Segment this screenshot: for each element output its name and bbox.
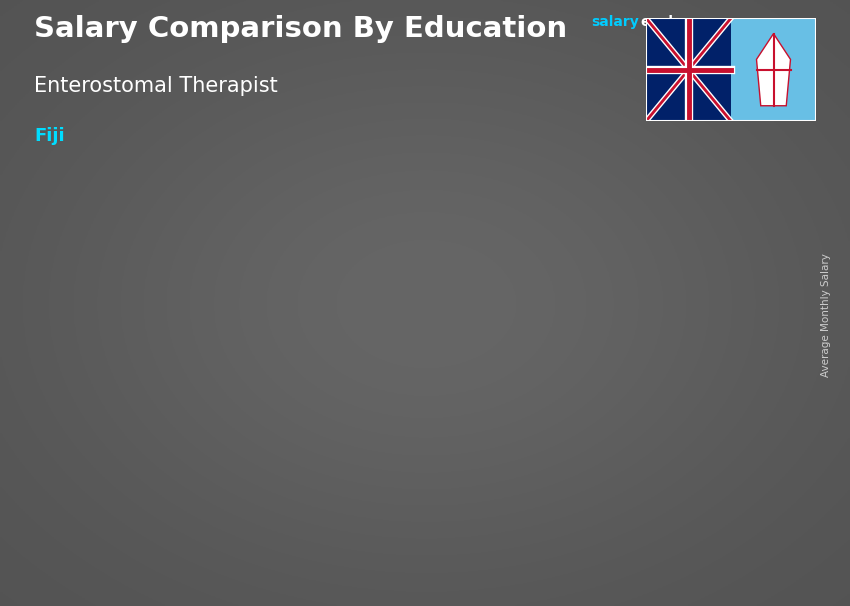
Polygon shape xyxy=(580,146,614,498)
Text: 3,520 FJD: 3,520 FJD xyxy=(220,279,317,297)
Text: Bachelor's Degree: Bachelor's Degree xyxy=(169,538,354,556)
Polygon shape xyxy=(199,309,352,322)
Polygon shape xyxy=(461,146,614,159)
Text: Master's Degree: Master's Degree xyxy=(440,538,607,556)
Text: .com: .com xyxy=(694,15,731,29)
Text: Average Monthly Salary: Average Monthly Salary xyxy=(821,253,831,377)
Text: explorer: explorer xyxy=(640,15,705,29)
Polygon shape xyxy=(199,322,318,498)
Text: Enterostomal Therapist: Enterostomal Therapist xyxy=(34,76,278,96)
Polygon shape xyxy=(318,309,352,498)
Text: Fiji: Fiji xyxy=(34,127,65,145)
Polygon shape xyxy=(756,33,790,105)
Text: Salary Comparison By Education: Salary Comparison By Education xyxy=(34,15,567,43)
Text: +93%: +93% xyxy=(362,58,479,92)
Text: 6,790 FJD: 6,790 FJD xyxy=(492,116,589,134)
Polygon shape xyxy=(461,159,580,498)
Bar xyxy=(646,18,731,121)
Text: salary: salary xyxy=(591,15,638,29)
Bar xyxy=(731,18,816,121)
